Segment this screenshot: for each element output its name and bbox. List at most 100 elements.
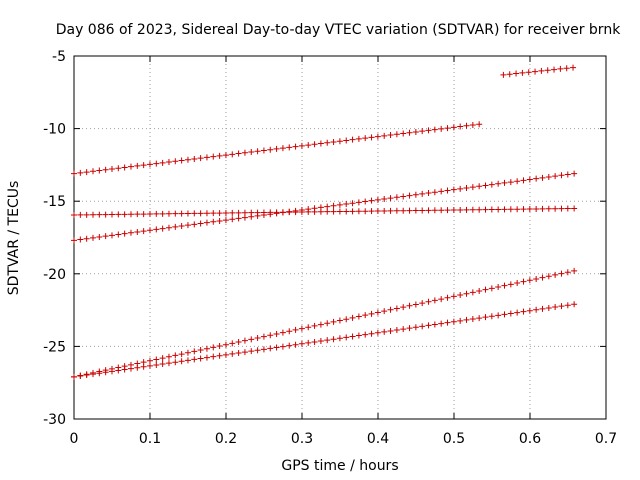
series-satellite-6	[71, 301, 578, 380]
data-point	[387, 207, 394, 214]
data-point	[178, 157, 185, 164]
data-point	[469, 315, 476, 322]
data-point	[412, 324, 419, 331]
data-point	[476, 121, 483, 128]
data-point	[229, 216, 236, 223]
data-point	[197, 155, 204, 162]
data-point	[431, 321, 438, 328]
data-point	[140, 162, 147, 169]
data-point	[406, 302, 413, 309]
data-point	[393, 327, 400, 334]
data-point	[317, 321, 324, 328]
data-point	[165, 210, 172, 217]
data-point	[564, 171, 571, 178]
data-point	[355, 332, 362, 339]
data-point	[235, 349, 242, 356]
data-point	[153, 210, 160, 217]
x-tick-label: 0.5	[443, 431, 465, 447]
data-point	[381, 195, 388, 202]
x-tick-label: 0.6	[519, 431, 541, 447]
data-point	[286, 342, 293, 349]
data-point	[368, 197, 375, 204]
data-point	[571, 267, 578, 274]
data-point	[374, 309, 381, 316]
data-point	[254, 334, 261, 341]
data-point	[222, 152, 229, 159]
data-point	[260, 147, 267, 154]
data-point	[438, 320, 445, 327]
data-point	[317, 208, 324, 215]
data-point	[311, 141, 318, 148]
data-point	[83, 169, 90, 176]
data-point	[387, 306, 394, 313]
data-point	[419, 300, 426, 307]
data-point	[77, 372, 84, 379]
data-point	[520, 308, 527, 315]
data-point	[387, 195, 394, 202]
data-point	[526, 277, 533, 284]
data-marks	[71, 64, 578, 380]
data-point	[507, 179, 514, 186]
data-point	[444, 207, 451, 214]
data-point	[551, 66, 558, 73]
axis-ticks: 0 0.1 0.2 0.3 0.4 0.5 0.6 0.7 -30 -25 -20 -15 -10 -5	[43, 49, 617, 447]
data-point	[444, 294, 451, 301]
data-point	[368, 310, 375, 317]
data-point	[191, 155, 198, 162]
data-point	[349, 333, 356, 340]
data-point	[438, 207, 445, 214]
data-point	[558, 205, 565, 212]
x-tick-label: 0.1	[139, 431, 161, 447]
data-point	[336, 201, 343, 208]
data-point	[558, 270, 565, 277]
data-point	[279, 343, 286, 350]
data-point	[387, 327, 394, 334]
data-point	[210, 218, 217, 225]
data-point	[349, 200, 356, 207]
data-point	[412, 301, 419, 308]
data-point	[153, 226, 160, 233]
data-point	[216, 217, 223, 224]
data-point	[457, 206, 464, 213]
data-point	[501, 311, 508, 318]
data-point	[488, 181, 495, 188]
data-point	[519, 69, 526, 76]
data-point	[298, 142, 305, 149]
data-point	[115, 367, 122, 374]
data-point	[406, 325, 413, 332]
data-point	[127, 163, 134, 170]
data-point	[153, 361, 160, 368]
data-point	[457, 317, 464, 324]
data-point	[406, 192, 413, 199]
data-point	[501, 179, 508, 186]
data-point	[298, 325, 305, 332]
y-tick-label: -25	[43, 339, 66, 355]
data-point	[545, 173, 552, 180]
data-point	[140, 211, 147, 218]
data-point	[501, 206, 508, 213]
data-point	[254, 209, 261, 216]
data-point	[514, 279, 521, 286]
data-point	[115, 211, 122, 218]
data-point	[552, 173, 559, 180]
data-point	[514, 309, 521, 316]
data-point	[525, 69, 532, 76]
series-satellite-1	[71, 121, 483, 177]
data-point	[419, 128, 426, 135]
data-point	[241, 349, 248, 356]
data-point	[184, 349, 191, 356]
data-point	[488, 206, 495, 213]
data-point	[563, 65, 570, 72]
data-point	[457, 123, 464, 130]
data-point	[292, 326, 299, 333]
data-point	[368, 134, 375, 141]
data-point	[165, 353, 172, 360]
data-point	[450, 124, 457, 131]
x-tick-label: 0.7	[595, 431, 617, 447]
data-point	[330, 138, 337, 145]
data-point	[127, 365, 134, 372]
data-point	[393, 305, 400, 312]
data-point	[570, 64, 577, 71]
data-point	[115, 231, 122, 238]
data-point	[450, 318, 457, 325]
